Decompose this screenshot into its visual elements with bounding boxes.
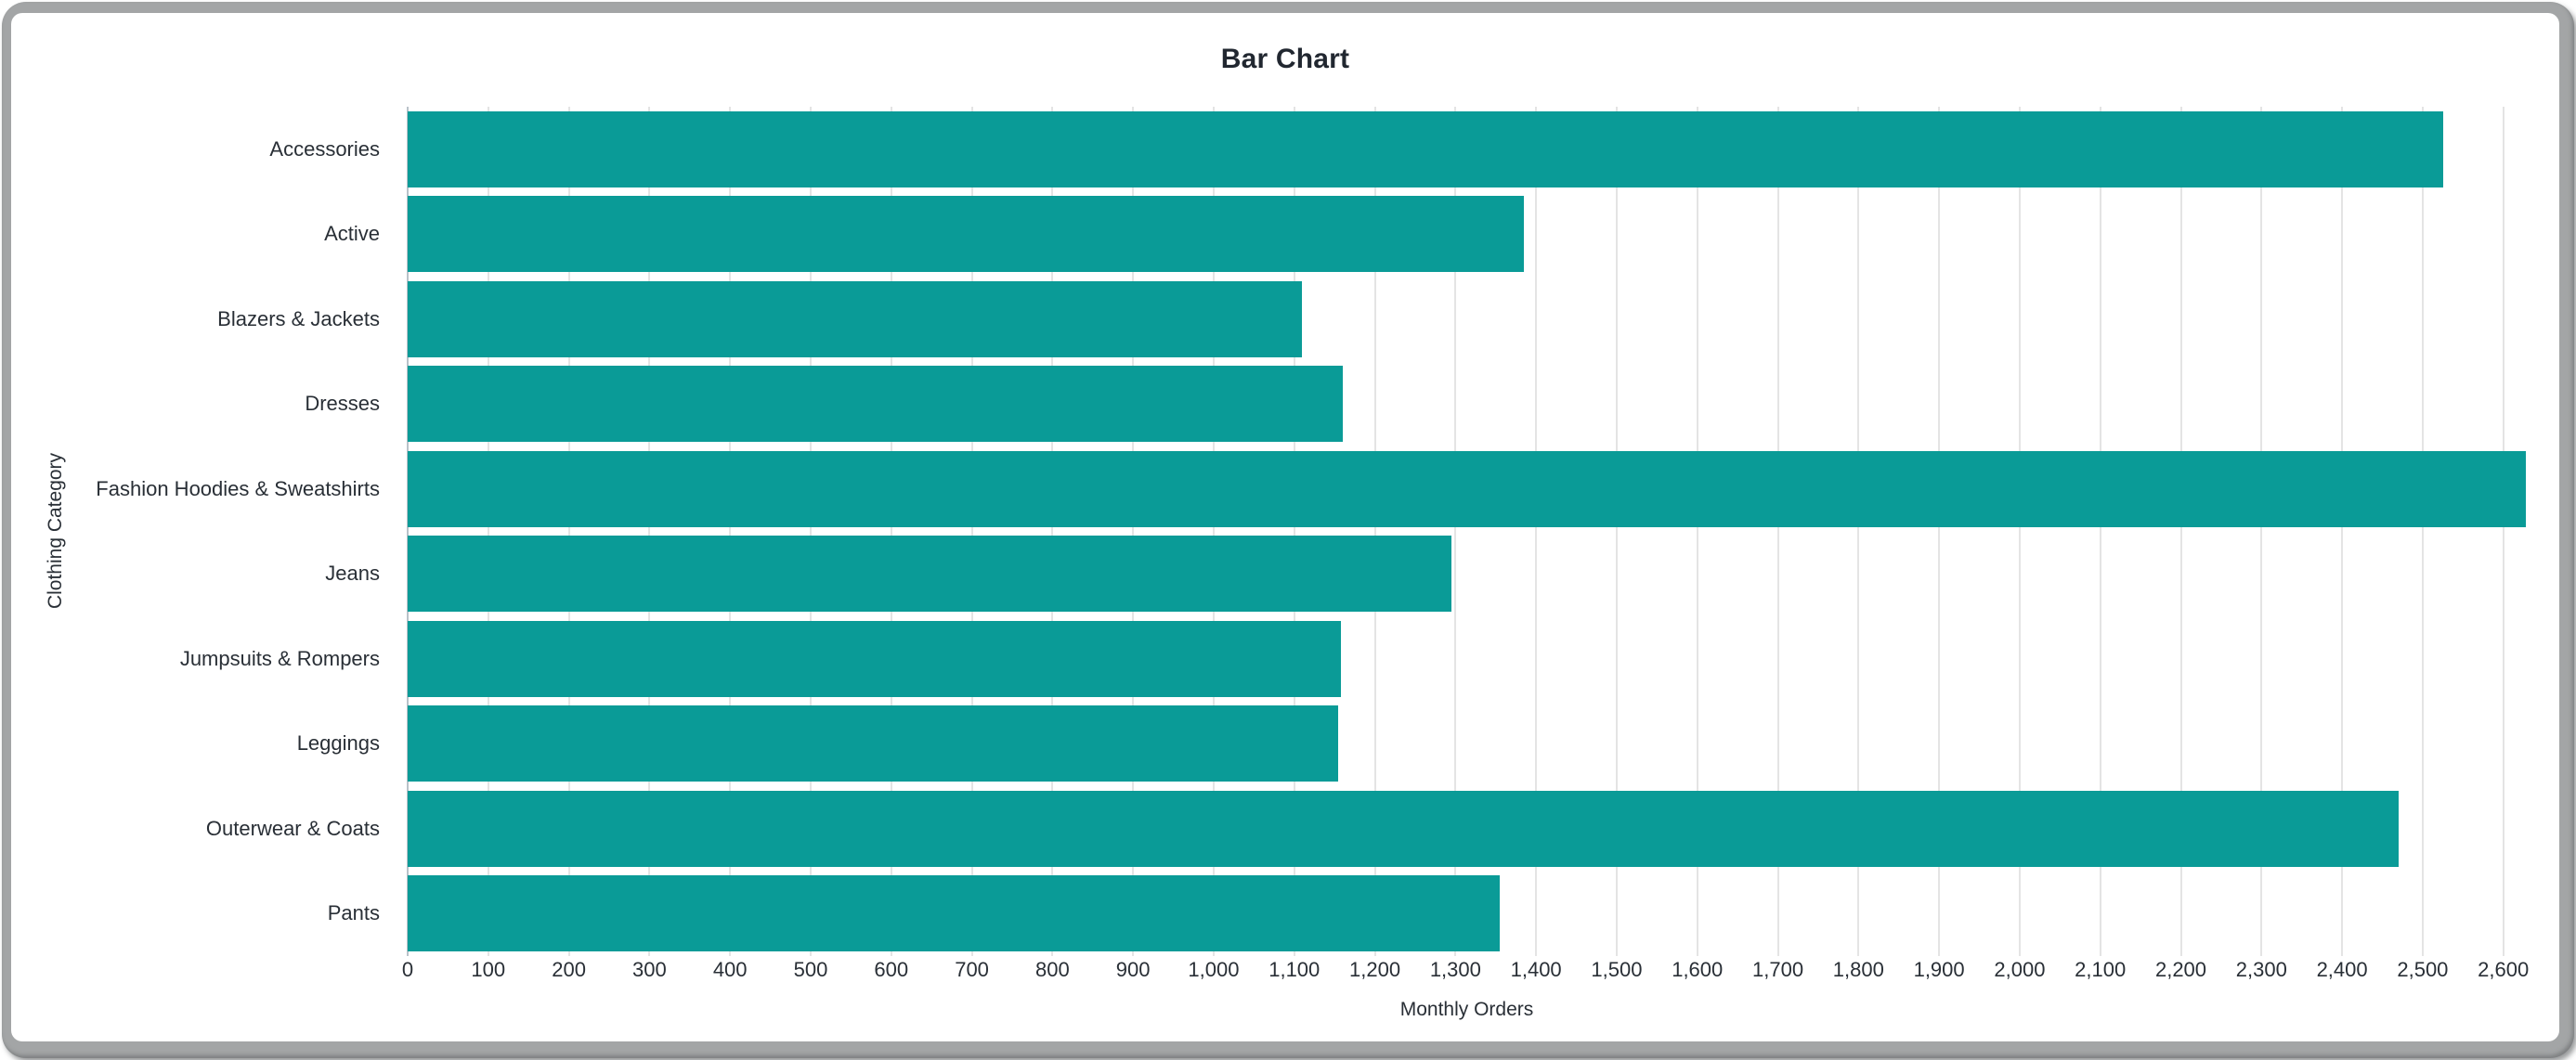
bar-row: Accessories xyxy=(269,107,2526,192)
gridline xyxy=(1857,107,1860,956)
x-tick-label: 2,400 xyxy=(2316,958,2368,981)
gridline xyxy=(2179,107,2182,956)
bar-row: Blazers & Jackets xyxy=(217,277,2526,362)
gridline xyxy=(2099,107,2101,956)
x-tick-label: 2,100 xyxy=(2075,958,2127,981)
category-label: Jumpsuits & Rompers xyxy=(179,646,380,670)
x-axis-title: Monthly Orders xyxy=(1399,999,1534,1020)
gridline xyxy=(729,107,732,956)
category-label: Leggings xyxy=(296,731,380,756)
gridline xyxy=(1938,107,1941,956)
x-tick-label: 1,200 xyxy=(1349,958,1401,981)
gridline xyxy=(890,107,892,956)
x-tick-label: 1,000 xyxy=(1188,958,1240,981)
bar-row: Dresses xyxy=(305,362,2526,447)
bar[interactable] xyxy=(408,366,1343,443)
x-tick-label: 2,500 xyxy=(2397,958,2449,981)
bar-row: Leggings xyxy=(297,702,2526,787)
bar[interactable] xyxy=(408,875,1501,952)
gridline xyxy=(970,107,973,956)
bar-rows: Accessories Active Blazers & Jackets Dresse… xyxy=(96,107,2526,957)
gridline xyxy=(487,107,489,956)
x-tick-label: 2,600 xyxy=(2478,958,2530,981)
bar-row: Pants xyxy=(328,872,2526,957)
bar[interactable] xyxy=(408,450,2526,527)
x-tick-label: 1,300 xyxy=(1429,958,1481,981)
x-tick-label: 1,100 xyxy=(1268,958,1321,981)
gridline xyxy=(2421,107,2424,956)
gridline xyxy=(1212,107,1215,956)
gridline xyxy=(1535,107,1538,956)
x-tick-row: 0 100 200 300 400 500 600 700 800 900 1,000 1,100 1,… xyxy=(402,958,2530,982)
gridline xyxy=(1454,107,1457,956)
gridline xyxy=(1615,107,1618,956)
gridline xyxy=(1373,107,1376,956)
gridline xyxy=(2260,107,2263,956)
category-label: Blazers & Jackets xyxy=(217,306,380,330)
x-tick-label: 1,800 xyxy=(1832,958,1884,981)
x-tick-label: 100 xyxy=(471,958,506,981)
category-label: Fashion Hoodies & Sweatshirts xyxy=(96,476,380,500)
x-tick-label: 1,900 xyxy=(1913,958,1965,981)
gridline xyxy=(2341,107,2344,956)
x-tick-label: 1,400 xyxy=(1510,958,1562,981)
category-label: Dresses xyxy=(305,392,380,416)
x-tick-label: 600 xyxy=(874,958,909,981)
bar-row: Jeans xyxy=(325,532,2526,617)
gridline xyxy=(1696,107,1698,956)
bar[interactable] xyxy=(408,536,1451,613)
x-tick-label: 500 xyxy=(793,958,828,981)
y-axis-title-text: Clothing Category xyxy=(45,452,66,610)
bar[interactable] xyxy=(408,620,1342,697)
bar[interactable] xyxy=(408,110,2443,187)
category-label: Pants xyxy=(327,901,380,925)
bar-row: Jumpsuits & Rompers xyxy=(180,616,2526,702)
bar-row: Outerwear & Coats xyxy=(206,786,2526,872)
bar[interactable] xyxy=(408,280,1303,357)
x-tick-label: 1,600 xyxy=(1672,958,1724,981)
gridline xyxy=(1293,107,1295,956)
x-tick-label: 2,300 xyxy=(2235,958,2287,981)
chart-title: Bar Chart xyxy=(1220,44,1350,74)
category-label: Jeans xyxy=(325,562,380,586)
x-tick-label: 2,000 xyxy=(1994,958,2046,981)
gridline xyxy=(1132,107,1135,956)
bar[interactable] xyxy=(408,705,1339,782)
gridline xyxy=(2502,107,2504,956)
gridline xyxy=(1051,107,1054,956)
x-tick-label: 1,500 xyxy=(1591,958,1643,981)
bar[interactable] xyxy=(408,196,1525,273)
bar-row: Fashion Hoodies & Sweatshirts xyxy=(96,446,2526,532)
plot-area: Accessories Active Blazers & Jackets Dresse… xyxy=(96,107,2526,957)
x-tick-label: 700 xyxy=(955,958,989,981)
x-tick-label: 1,700 xyxy=(1752,958,1804,981)
bar[interactable] xyxy=(408,790,2399,867)
gridline xyxy=(648,107,651,956)
gridline xyxy=(2018,107,2021,956)
x-tick-label: 200 xyxy=(552,958,586,981)
category-label: Accessories xyxy=(269,136,380,161)
bar-chart: Bar Chart Clothing Category Accessories A… xyxy=(11,13,2559,1041)
x-tick-label: 2,200 xyxy=(2154,958,2207,981)
axis-baseline xyxy=(407,107,409,956)
gridline xyxy=(1776,107,1779,956)
gridline xyxy=(567,107,570,956)
x-tick-label: 900 xyxy=(1115,958,1151,981)
bar-row: Active xyxy=(324,192,2526,278)
x-tick-label: 400 xyxy=(712,958,748,981)
category-label: Active xyxy=(324,222,380,246)
gridline xyxy=(809,107,812,956)
x-tick-label: 300 xyxy=(632,958,667,981)
category-label: Outerwear & Coats xyxy=(205,816,380,840)
x-tick-label: 800 xyxy=(1035,958,1070,981)
x-tick-label: 0 xyxy=(401,958,414,981)
